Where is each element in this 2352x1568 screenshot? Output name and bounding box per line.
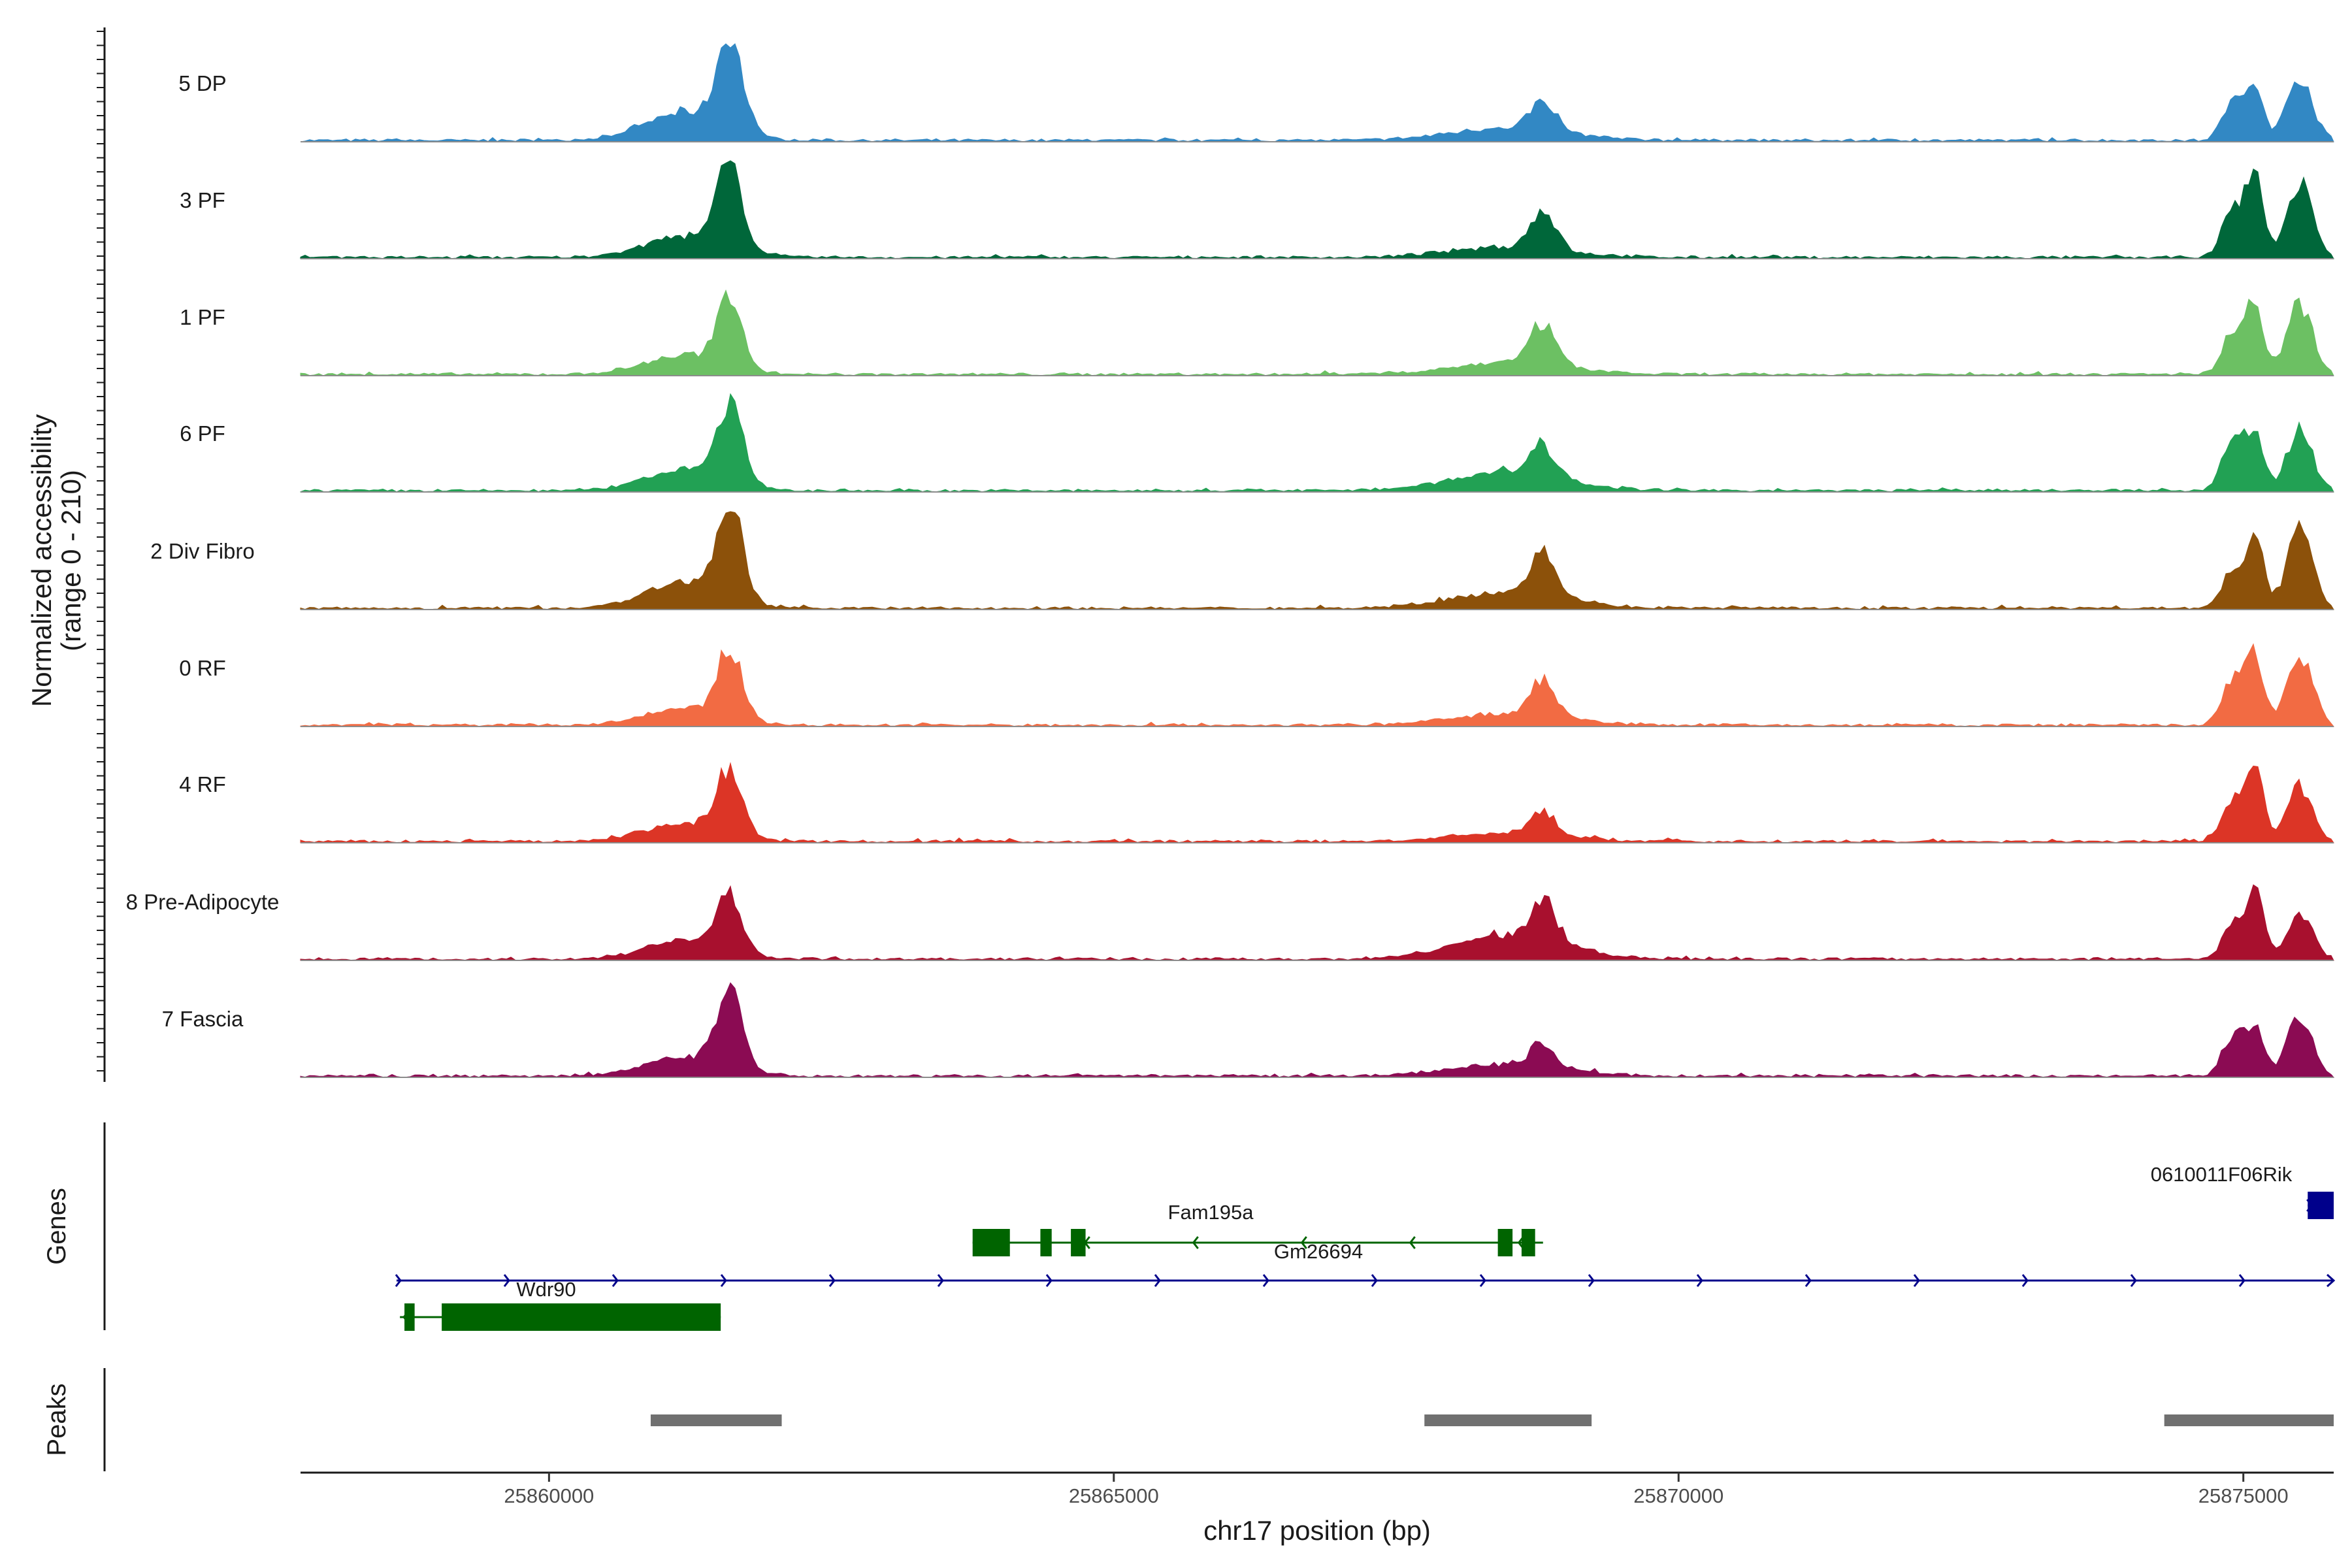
- strand-arrow: [1409, 1236, 1416, 1249]
- exon-block: [1071, 1229, 1086, 1256]
- x-tick-label: 25870000: [1633, 1484, 1723, 1507]
- y-axis-title: Normalized accessibility: [26, 414, 57, 707]
- strand-arrow: [503, 1274, 510, 1287]
- track-label: 0 RF: [179, 656, 226, 680]
- coverage-area: [300, 393, 2334, 493]
- exon-block: [2308, 1192, 2334, 1219]
- x-tick-label: 25865000: [1069, 1484, 1159, 1507]
- coverage-y-axis-ticks: [97, 31, 105, 1071]
- exon-block: [1040, 1229, 1052, 1256]
- y-axis-range: (range 0 - 210): [56, 470, 86, 651]
- strand-arrow: [612, 1274, 619, 1287]
- strand-arrow: [1262, 1274, 1269, 1287]
- x-tick-label: 25875000: [2198, 1484, 2289, 1507]
- gene: 0610011F06Rik: [2151, 1163, 2334, 1219]
- strand-arrow: [937, 1274, 944, 1287]
- coverage-area: [300, 884, 2334, 961]
- coverage-area: [300, 43, 2334, 142]
- peaks-track-label: Peaks: [42, 1383, 71, 1456]
- track-label: 4 RF: [179, 772, 226, 796]
- gene: Wdr90: [400, 1278, 721, 1331]
- track-label: 8 Pre-Adipocyte: [126, 890, 280, 914]
- track-label: 7 Fascia: [162, 1007, 244, 1031]
- strand-arrow: [2326, 1273, 2336, 1288]
- track-label: 1 PF: [180, 305, 225, 329]
- gene-label: 0610011F06Rik: [2151, 1163, 2293, 1186]
- strand-arrow: [1913, 1274, 1920, 1287]
- peaks-track: [650, 1414, 2334, 1426]
- gene-label: Gm26694: [1274, 1240, 1363, 1263]
- strand-arrow: [1588, 1274, 1595, 1287]
- track-label: 5 DP: [178, 71, 226, 95]
- peak-bar: [1424, 1414, 1592, 1426]
- peak-bar: [2164, 1414, 2334, 1426]
- coverage-area: [300, 643, 2335, 727]
- coverage-track: 6 PF: [180, 393, 2334, 493]
- strand-arrow: [1300, 1236, 1307, 1249]
- exon-block: [1497, 1229, 1513, 1256]
- coverage-area: [300, 160, 2334, 259]
- gene-label: Fam195a: [1168, 1201, 1254, 1224]
- coverage-track: 2 Div Fibro: [150, 511, 2334, 610]
- coverage-track: 8 Pre-Adipocyte: [126, 884, 2334, 961]
- gene: Gm26694: [395, 1240, 2336, 1288]
- strand-arrow: [1045, 1274, 1053, 1287]
- coverage-area: [300, 511, 2334, 610]
- coverage-track: 1 PF: [180, 289, 2334, 376]
- exon-block: [404, 1303, 415, 1331]
- strand-arrow: [1479, 1274, 1486, 1287]
- track-label: 2 Div Fibro: [150, 539, 255, 563]
- strand-arrow: [828, 1274, 836, 1287]
- genes-track-label: Genes: [42, 1188, 71, 1265]
- gene-label: Wdr90: [516, 1278, 576, 1301]
- coverage-area: [300, 289, 2334, 376]
- x-tick-label: 25860000: [504, 1484, 594, 1507]
- coverage-area: [300, 982, 2335, 1078]
- peak-bar: [650, 1414, 782, 1426]
- strand-arrow: [2238, 1274, 2246, 1287]
- strand-arrow: [2130, 1274, 2137, 1287]
- x-axis: 25860000 25865000 25870000 25875000: [504, 1473, 2289, 1507]
- track-label: 6 PF: [180, 421, 225, 446]
- strand-arrow: [1696, 1274, 1703, 1287]
- strand-arrow: [2021, 1274, 2029, 1287]
- coverage-track: 7 Fascia: [162, 982, 2335, 1078]
- strand-arrow: [720, 1274, 727, 1287]
- genes-track: 0610011F06Rik Fam195a Gm26694 Wdr90: [395, 1163, 2336, 1331]
- strand-arrow: [395, 1274, 402, 1287]
- strand-arrow: [1154, 1274, 1161, 1287]
- coverage-area: [300, 762, 2334, 843]
- exon-block: [442, 1303, 721, 1331]
- strand-arrow: [1371, 1274, 1378, 1287]
- coverage-tracks: 5 DP 3 PF 1 PF 6 PF 2 Div Fibro 0 RF 4 RF 8 Pre…: [126, 43, 2335, 1078]
- track-label: 3 PF: [180, 188, 225, 212]
- gene: Fam195a: [972, 1201, 1543, 1256]
- exon-block: [972, 1229, 1010, 1256]
- coverage-track: 0 RF: [179, 643, 2335, 727]
- coverage-track: 4 RF: [179, 762, 2334, 843]
- x-axis-title: chr17 position (bp): [1203, 1515, 1431, 1546]
- coverage-track: 3 PF: [180, 160, 2334, 259]
- exon-block: [1521, 1229, 1535, 1256]
- coverage-track: 5 DP: [178, 43, 2334, 142]
- strand-arrow: [1192, 1236, 1199, 1249]
- strand-arrow: [1805, 1274, 1812, 1287]
